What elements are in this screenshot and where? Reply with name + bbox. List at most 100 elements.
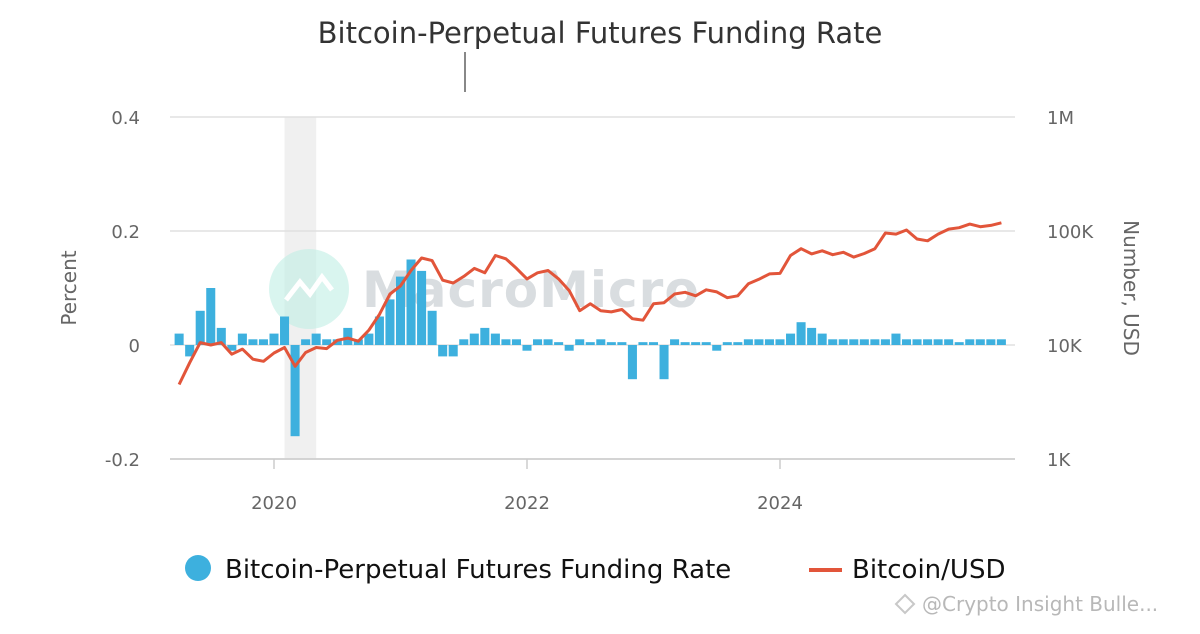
funding-rate-bar [743,339,753,345]
funding-rate-bar [469,333,479,345]
y-left-tick-label: 0.2 [111,222,140,243]
y-right-tick-label: 1K [1047,450,1071,471]
funding-rate-bar [944,339,954,345]
y-right-tick-label: 10K [1047,336,1083,357]
funding-rate-bar [585,342,595,345]
funding-rate-bar [575,339,585,345]
funding-rate-bar [596,339,606,345]
funding-rate-bar [680,342,690,345]
credit-diamond-icon [894,593,916,615]
funding-rate-bar [712,345,722,351]
legend-label-funding-rate: Bitcoin-Perpetual Futures Funding Rate [225,555,731,585]
funding-rate-bar [954,342,964,345]
funding-rate-bar [395,276,406,345]
funding-rate-bar [406,259,416,345]
funding-rate-bar [701,342,711,345]
x-tick-label: 2020 [251,493,297,514]
funding-rate-bar [859,339,869,345]
funding-rate-bar [501,339,511,345]
funding-rate-bar [185,345,195,357]
legend-label-bitcoin-usd: Bitcoin/USD [852,555,1005,585]
y-left-tick-label: 0.4 [111,108,140,129]
funding-rate-bar [775,339,785,345]
funding-rate-bar [638,342,648,345]
x-tick-label: 2022 [504,493,550,514]
x-tick-label: 2024 [757,493,803,514]
funding-rate-bar [880,339,890,345]
funding-rate-bar [912,339,922,345]
funding-rate-bar [828,339,838,345]
funding-rate-bar [290,345,300,437]
funding-rate-bar [733,342,743,345]
y-axis-left-title: Percent [57,250,81,325]
funding-rate-bar [543,339,553,345]
funding-rate-bar [490,333,500,345]
funding-rate-bar [237,333,247,345]
legend-dot-icon [185,555,211,581]
funding-rate-bar [438,345,448,357]
y-left-tick-label: -0.2 [105,450,140,471]
funding-rate-bar [606,342,616,345]
funding-rate-bar [311,333,321,345]
funding-rate-bar [522,345,532,351]
funding-rate-bar [796,322,806,345]
funding-rate-bar [533,339,543,345]
funding-rate-bar [280,316,290,345]
funding-rate-bar [849,339,859,345]
funding-rate-bar [206,288,216,345]
legend-item-bitcoin-usd[interactable]: Bitcoin/USD [809,555,1005,585]
funding-rate-bar [301,339,311,345]
funding-rate-bar [986,339,996,345]
y-axis-right-title: Number, USD [1119,220,1143,356]
funding-rate-bar [427,310,437,345]
funding-rate-bar [195,310,205,345]
funding-rate-bar [511,339,521,345]
funding-rate-bar [891,333,901,345]
y-right-tick-label: 100K [1047,222,1094,243]
credit-watermark: @Crypto Insight Bulle... [894,592,1158,616]
funding-rate-bar [870,339,880,345]
funding-rate-bar [627,345,637,380]
funding-rate-bar [564,345,574,351]
funding-rate-bar [258,339,268,345]
funding-rate-bar [691,342,701,345]
funding-rate-bar [901,339,912,345]
watermark-chart-icon [284,272,334,302]
legend-item-funding-rate[interactable]: Bitcoin-Perpetual Futures Funding Rate [185,555,731,585]
y-right-tick-label: 1M [1047,108,1074,129]
funding-rate-bar [459,339,469,345]
funding-rate-bar [617,342,627,345]
funding-rate-bar [248,339,258,345]
funding-rate-bar [965,339,975,345]
funding-rate-bar [786,333,796,345]
funding-rate-bar [269,333,279,345]
funding-rate-bar [364,333,374,345]
watermark: MacroMicro [269,249,699,329]
funding-rate-bar [343,327,353,345]
funding-rate-bar [480,327,490,345]
bitcoin-usd-line [177,221,1002,386]
funding-rate-bar [374,316,384,345]
funding-rate-bar [807,327,817,345]
credit-text: @Crypto Insight Bulle... [922,592,1158,616]
funding-rate-bar [817,333,827,345]
funding-rate-bar [764,339,774,345]
funding-rate-bar [554,342,564,345]
funding-rate-bar [227,345,237,351]
funding-rate-bar [722,342,732,345]
funding-rate-bar [670,339,680,345]
funding-rate-bar [417,270,427,345]
y-left-tick-label: 0 [129,336,140,357]
funding-rate-bar [648,342,659,345]
funding-rate-bar [975,339,985,345]
funding-rate-bar [448,345,458,357]
funding-rate-bar [322,339,332,345]
funding-rate-bar [385,299,395,345]
funding-rate-bar [996,339,1006,345]
chart-title: Bitcoin-Perpetual Futures Funding Rate [318,16,883,50]
funding-rate-bar [933,339,943,345]
funding-rate-bar [838,339,848,345]
funding-rate-bar [174,333,184,345]
